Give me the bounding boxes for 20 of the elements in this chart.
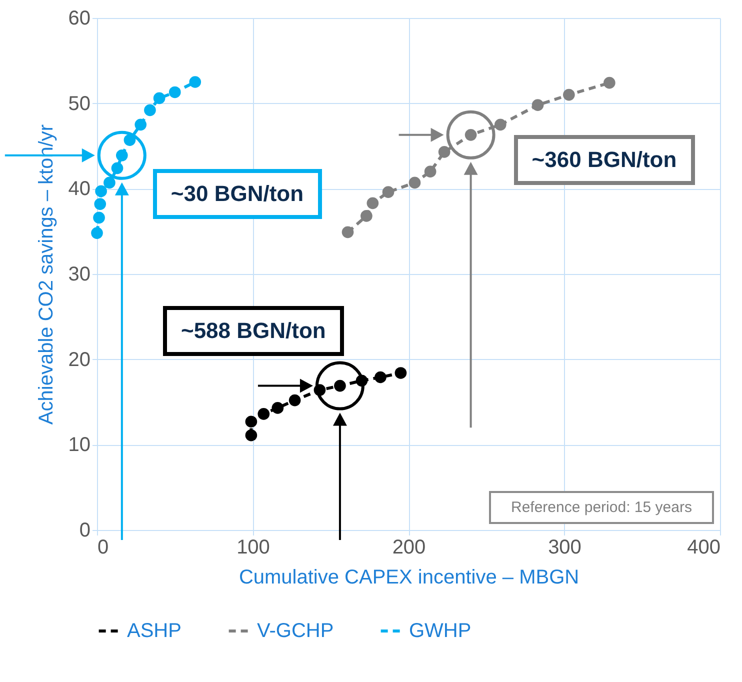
y-tick-label: 30	[68, 264, 90, 286]
y-tick-label: 50	[68, 92, 90, 115]
annotation: ~30 BGN/ton	[152, 169, 322, 220]
annotation: ~588 BGN/ton	[162, 306, 344, 356]
annotation: Reference period: 15 years	[489, 491, 714, 524]
y-tick-label: 40	[68, 178, 90, 200]
x-tick-label: 400	[687, 536, 720, 558]
x-tick-label: 200	[392, 536, 426, 558]
legend-label: GWHP	[409, 620, 472, 642]
legend-label: ASHP	[127, 620, 182, 642]
x-tick-label: 300	[548, 536, 582, 558]
x-tick-label: 100	[236, 536, 270, 558]
y-tick-label: 60	[68, 8, 90, 30]
y-tick-label: 20	[68, 348, 90, 371]
x-tick-label: 0	[98, 536, 109, 558]
annotation: ~360 BGN/ton	[514, 134, 695, 185]
y-tick-label: 10	[68, 434, 90, 456]
x-axis-title: Cumulative CAPEX incentive – MBGN	[238, 566, 580, 588]
y-tick-label: 0	[79, 520, 90, 542]
legend-label: V-GCHP	[257, 620, 334, 642]
